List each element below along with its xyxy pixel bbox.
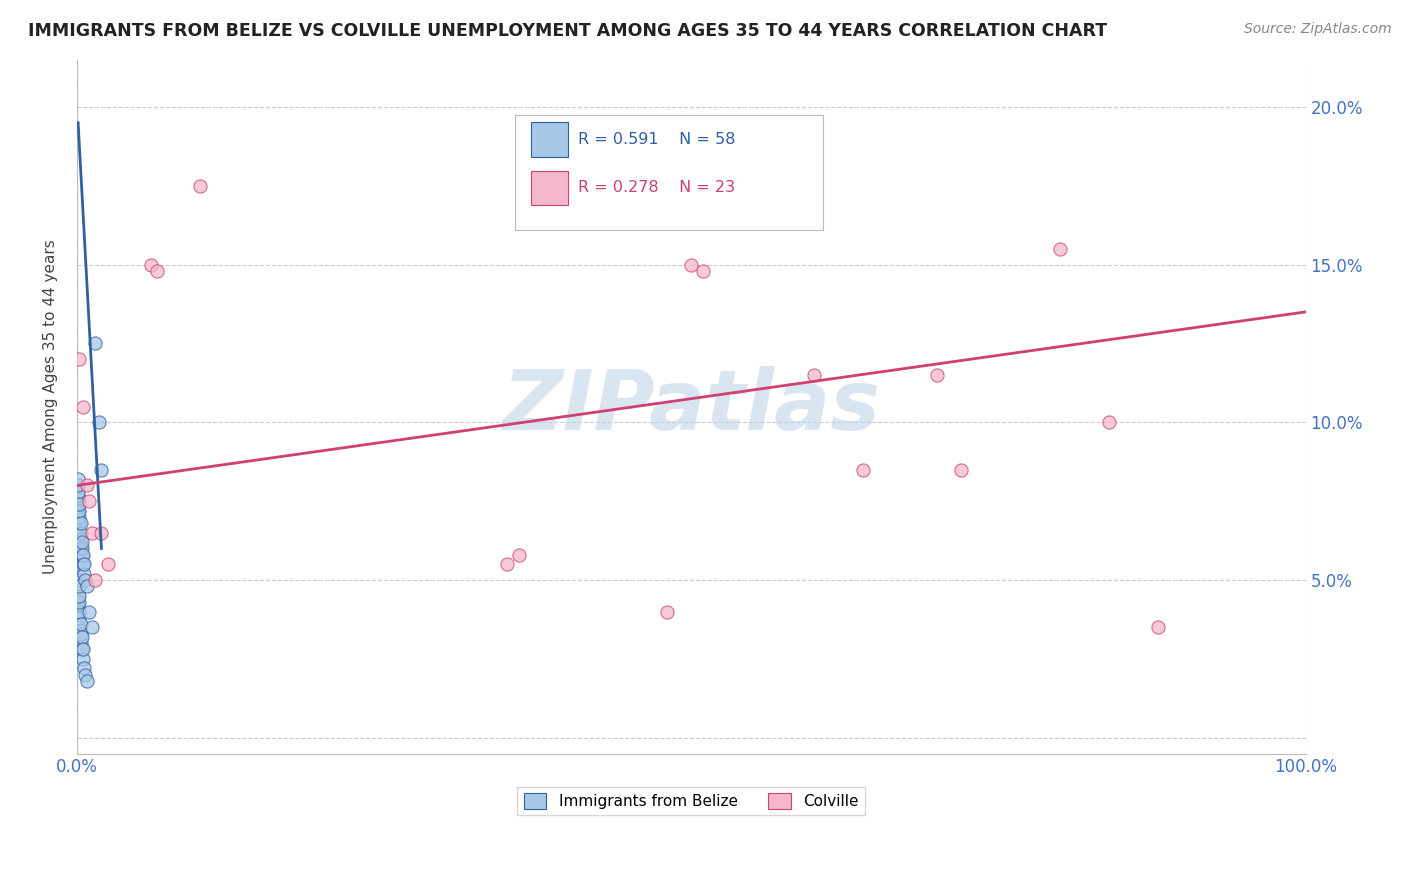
Point <box>67 497 90 511</box>
Point <box>681 258 703 272</box>
Point <box>69 541 91 556</box>
Point <box>1049 242 1071 256</box>
Point <box>72 400 94 414</box>
Point <box>76 478 98 492</box>
Point <box>67 491 90 505</box>
FancyBboxPatch shape <box>531 170 568 205</box>
Point <box>72 548 94 562</box>
Point <box>139 258 162 272</box>
Point <box>67 548 90 562</box>
Point <box>80 525 103 540</box>
Point <box>72 558 94 572</box>
Point <box>69 525 91 540</box>
Point <box>496 558 519 572</box>
Y-axis label: Unemployment Among Ages 35 to 44 years: Unemployment Among Ages 35 to 44 years <box>44 239 58 574</box>
Point <box>76 673 98 688</box>
Point <box>75 667 97 681</box>
Point <box>67 595 90 609</box>
Point <box>67 510 90 524</box>
Point <box>67 595 90 609</box>
Point <box>508 548 530 562</box>
Point <box>67 573 90 587</box>
Point <box>1098 415 1121 429</box>
Point <box>67 605 90 619</box>
Text: R = 0.278    N = 23: R = 0.278 N = 23 <box>578 180 735 195</box>
Point <box>72 642 94 657</box>
Text: Source: ZipAtlas.com: Source: ZipAtlas.com <box>1244 22 1392 37</box>
Point <box>77 494 100 508</box>
Point <box>87 415 110 429</box>
Legend: Immigrants from Belize, Colville: Immigrants from Belize, Colville <box>517 787 865 815</box>
Point <box>70 642 93 657</box>
Point <box>145 264 167 278</box>
Point <box>67 579 90 593</box>
Point <box>67 605 90 619</box>
Point <box>1147 620 1170 634</box>
Point <box>188 178 211 193</box>
Point <box>950 463 973 477</box>
Point <box>70 630 93 644</box>
Point <box>67 510 90 524</box>
FancyBboxPatch shape <box>516 115 823 229</box>
Text: IMMIGRANTS FROM BELIZE VS COLVILLE UNEMPLOYMENT AMONG AGES 35 TO 44 YEARS CORREL: IMMIGRANTS FROM BELIZE VS COLVILLE UNEMP… <box>28 22 1108 40</box>
Point <box>67 599 90 613</box>
Point <box>67 500 90 515</box>
Point <box>69 636 91 650</box>
Point <box>803 368 825 382</box>
Point <box>70 541 93 556</box>
Point <box>75 573 97 587</box>
Point <box>70 548 93 562</box>
Point <box>67 525 90 540</box>
Point <box>69 617 91 632</box>
Point <box>84 573 107 587</box>
Point <box>67 620 90 634</box>
Point <box>80 620 103 634</box>
Point <box>67 525 90 540</box>
Point <box>76 579 98 593</box>
Point <box>67 472 90 486</box>
Point <box>67 611 90 625</box>
Point <box>69 626 91 640</box>
Point <box>67 589 90 603</box>
Point <box>97 558 120 572</box>
Point <box>67 503 90 517</box>
Point <box>852 463 875 477</box>
Point <box>70 535 93 549</box>
Point <box>90 463 112 477</box>
FancyBboxPatch shape <box>531 122 568 157</box>
Point <box>67 478 90 492</box>
Point <box>69 532 91 546</box>
Point <box>925 368 948 382</box>
Text: R = 0.591    N = 58: R = 0.591 N = 58 <box>578 132 735 147</box>
Point <box>90 525 112 540</box>
Point <box>67 494 90 508</box>
Point <box>84 336 107 351</box>
Point <box>69 516 91 531</box>
Point <box>73 661 96 675</box>
Point <box>67 541 90 556</box>
Point <box>67 484 90 499</box>
Point <box>73 558 96 572</box>
Point <box>77 605 100 619</box>
Point <box>67 535 90 549</box>
Point <box>67 352 90 367</box>
Point <box>692 264 714 278</box>
Text: ZIPatlas: ZIPatlas <box>502 366 880 447</box>
Point <box>67 488 90 502</box>
Point <box>67 558 90 572</box>
Point <box>67 516 90 531</box>
Point <box>67 589 90 603</box>
Point <box>67 503 90 517</box>
Point <box>655 605 678 619</box>
Point <box>72 652 94 666</box>
Point <box>73 566 96 581</box>
